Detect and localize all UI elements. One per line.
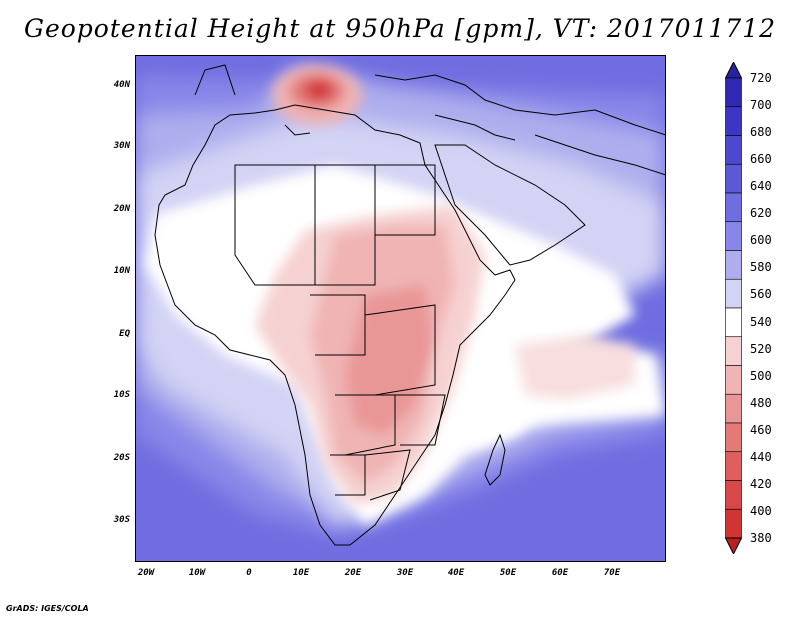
lon-label-20e: 20E [344, 568, 362, 578]
coastlines [154, 64, 666, 546]
colorbar-label: 520 [750, 341, 772, 356]
colorbar-label: 480 [750, 395, 772, 410]
lat-label-30s: 30S [113, 515, 130, 525]
colorbar-label: 440 [750, 449, 772, 464]
lon-label-40e: 40E [447, 568, 465, 578]
field-med-low [272, 65, 362, 125]
colorbar-swatch [725, 77, 742, 108]
lon-label-70e: 70E [603, 568, 621, 578]
colorbar-swatch [725, 250, 742, 280]
colorbar-label: 460 [750, 422, 772, 437]
colorbar-label: 660 [750, 152, 772, 167]
map-plot-area [135, 55, 666, 562]
map-svg [135, 55, 666, 562]
lat-label-20n: 20N [113, 204, 130, 214]
field-red-lows [255, 205, 485, 505]
lon-label-20w: 20W [137, 568, 155, 578]
lon-label-0: 0 [246, 568, 252, 578]
colorbar-label: 680 [750, 125, 772, 140]
colorbar-swatch [725, 393, 742, 424]
colorbar-swatch [725, 451, 742, 481]
colorbar-swatch [725, 106, 742, 136]
colorbar-label: 600 [750, 233, 772, 248]
colorbar-swatch [725, 508, 742, 539]
colorbar-label: 580 [750, 260, 772, 275]
lat-label-10s: 10S [113, 390, 130, 400]
colorbar-label: 540 [750, 314, 772, 329]
colorbar-svg [724, 60, 743, 556]
grads-credit: GrADS: IGES/COLA [6, 604, 89, 613]
lat-label-30n: 30N [113, 141, 130, 151]
lon-label-10e: 10E [292, 568, 310, 578]
lat-label-20s: 20S [113, 453, 130, 463]
colorbar-label: 400 [750, 503, 772, 518]
map-title: Geopotential Height at 950hPa [gpm], VT:… [23, 14, 777, 43]
colorbar-swatch [725, 307, 742, 338]
colorbar-swatch [725, 422, 742, 453]
colorbar-label: 700 [750, 98, 772, 113]
colorbar-label: 560 [750, 287, 772, 302]
lon-label-30e: 30E [396, 568, 414, 578]
colorbar-swatch [725, 365, 742, 395]
lon-label-10w: 10W [188, 568, 206, 578]
colorbar [724, 60, 743, 556]
colorbar-top-arrow [724, 60, 743, 79]
colorbar-swatch [725, 336, 742, 366]
colorbar-label: 500 [750, 368, 772, 383]
colorbar-label: 380 [750, 531, 772, 545]
colorbar-swatch [725, 135, 742, 165]
colorbar-label: 620 [750, 206, 772, 221]
colorbar-swatch [725, 192, 742, 223]
colorbar-label: 720 [750, 71, 772, 85]
lon-label-60e: 60E [551, 568, 569, 578]
lat-label-40n: 40N [113, 80, 130, 90]
colorbar-swatch [725, 221, 742, 251]
colorbar-swatch [725, 278, 742, 309]
lon-label-50e: 50E [499, 568, 517, 578]
field-ocean-white [435, 335, 665, 445]
colorbar-bottom-arrow [724, 537, 743, 556]
colorbar-label: 420 [750, 476, 772, 491]
colorbar-swatch [725, 480, 742, 510]
colorbar-label: 640 [750, 179, 772, 194]
colorbar-swatch [725, 163, 742, 194]
plot-border [135, 55, 666, 562]
lat-label-eq: EQ [119, 329, 130, 339]
lat-label-10n: 10N [113, 266, 130, 276]
